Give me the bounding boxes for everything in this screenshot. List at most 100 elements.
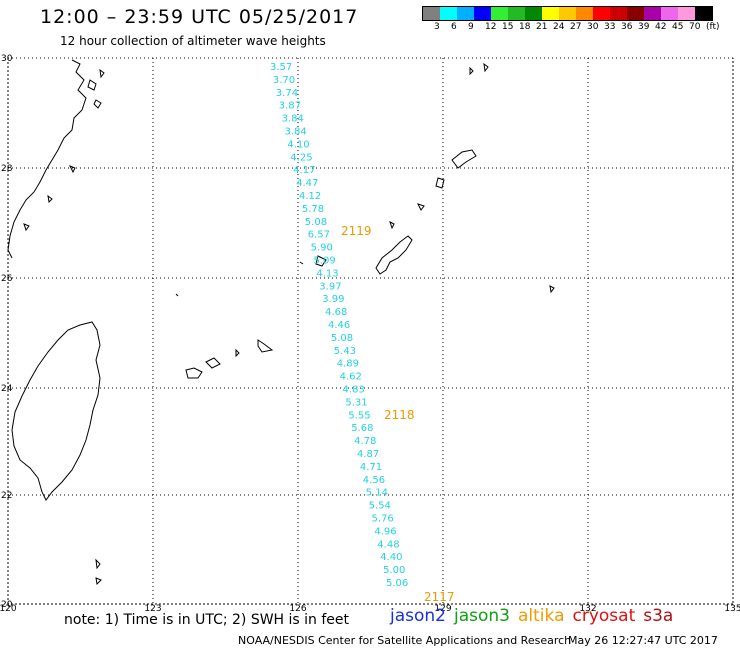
wave-height-value: 4.46 (328, 320, 350, 331)
pass-number-label: 2119 (341, 224, 372, 238)
legend-swatch (440, 7, 457, 20)
units-note: note: 1) Time is in UTC; 2) SWH is in fe… (64, 612, 350, 628)
wave-height-value: 4.68 (325, 307, 347, 318)
wave-height-value: 5.43 (334, 346, 356, 357)
longitude-label: 129 (434, 604, 451, 614)
latitude-label: 26 (1, 274, 13, 284)
wave-height-value: 3.87 (279, 101, 301, 112)
legend-swatch (644, 7, 661, 20)
wave-height-value: 5.00 (383, 565, 405, 576)
satellite-legend-altika: altika (518, 606, 565, 626)
longitude-label: 135 (724, 604, 740, 614)
legend-swatch (678, 7, 695, 20)
legend-swatch (610, 7, 627, 20)
wave-height-value: 5.76 (372, 514, 394, 525)
satellite-legend: jason2 jason3 altika cryosat s3a (390, 606, 681, 626)
wave-height-value: 5.08 (305, 217, 327, 228)
wave-height-value: 4.89 (337, 359, 359, 370)
wave-height-value: 4.10 (287, 139, 309, 150)
satellite-legend-s3a: s3a (643, 606, 674, 626)
wave-height-value: 4.56 (363, 475, 385, 486)
wave-height-value: 4.71 (360, 462, 382, 473)
legend-label: 15 (502, 22, 514, 32)
pass-number-labels: 2119 2118 2117 (341, 224, 455, 604)
china-coastline (7, 59, 87, 259)
legend-swatch (576, 7, 593, 20)
wave-height-value: 5.08 (331, 333, 353, 344)
satellite-legend-cryosat: cryosat (572, 606, 636, 626)
taiwan-coastline (11, 321, 101, 501)
longitude-label: 126 (289, 604, 306, 614)
wave-height-value: 3.99 (322, 294, 344, 305)
wave-height-value: 3.84 (282, 114, 304, 125)
latitude-label: 24 (1, 384, 13, 394)
longitude-label: 132 (579, 604, 596, 614)
wave-height-color-legend (422, 6, 713, 21)
small-islands (95, 261, 555, 586)
wave-height-value: 5.68 (351, 423, 373, 434)
latitude-label: 30 (1, 54, 13, 64)
wave-height-value: 3.74 (276, 88, 298, 99)
legend-swatch (474, 7, 491, 20)
legend-label: 39 (638, 22, 650, 32)
wave-height-value: 4.47 (296, 178, 318, 189)
legend-label: 42 (655, 22, 667, 32)
wave-height-values: 3.573.703.743.873.843.844.104.254.174.47… (270, 62, 408, 589)
pass-number-label: 2118 (384, 408, 415, 422)
wave-height-value: 5.55 (348, 410, 370, 421)
wave-height-value: 4.40 (380, 552, 402, 563)
legend-label: 6 (451, 22, 457, 32)
legend-label: 24 (553, 22, 565, 32)
legend-label: 21 (536, 22, 548, 32)
latitude-label: 22 (1, 491, 12, 501)
wave-height-value: 4.78 (354, 436, 376, 447)
legend-label: 9 (468, 22, 474, 32)
wave-height-legend-labels: 3 6 9 12 15 18 21 24 27 30 33 36 39 42 45 70 (ft) (422, 22, 740, 34)
wave-height-value: 5.78 (302, 204, 324, 215)
legend-swatch (525, 7, 542, 20)
legend-label: 36 (621, 22, 633, 32)
wave-height-value: 3.57 (270, 62, 292, 73)
legend-label: 45 (672, 22, 684, 32)
wave-height-value: 5.14 (366, 488, 388, 499)
legend-swatch (542, 7, 559, 20)
sakishima-islands (185, 339, 274, 379)
legend-label: 3 (434, 22, 440, 32)
credit-text: NOAA/NESDIS Center for Satellite Applica… (238, 634, 572, 647)
wave-height-value: 4.17 (293, 165, 315, 176)
wave-height-value: 3.70 (273, 75, 295, 86)
wave-height-value: 5.09 (314, 256, 336, 267)
wave-height-value: 6.57 (308, 230, 330, 241)
legend-label: 27 (570, 22, 582, 32)
legend-label: 33 (604, 22, 616, 32)
wave-height-value: 4.62 (340, 372, 362, 383)
latitude-label: 20 (1, 600, 13, 610)
map-frame (7, 57, 734, 605)
legend-swatch (627, 7, 644, 20)
legend-label: 30 (587, 22, 599, 32)
timestamp-text: May 26 12:27:47 UTC 2017 (568, 634, 718, 647)
wave-height-value: 4.96 (374, 526, 396, 537)
wave-height-value: 4.83 (343, 385, 365, 396)
legend-swatch (593, 7, 610, 20)
wave-height-value: 4.12 (299, 191, 321, 202)
wave-height-value: 5.90 (311, 243, 333, 254)
legend-swatch (491, 7, 508, 20)
pass-number-label: 2117 (424, 590, 455, 604)
wave-height-value: 4.13 (316, 268, 338, 279)
legend-swatch (508, 7, 525, 20)
legend-label: (ft) (706, 22, 720, 32)
wave-height-value: 5.06 (386, 578, 408, 589)
legend-swatch (559, 7, 576, 20)
longitude-label: 120 (0, 604, 17, 614)
map-title: 12:00 – 23:59 UTC 05/25/2017 (40, 6, 359, 28)
lat-lon-grid (7, 57, 734, 605)
wave-height-value: 3.97 (319, 281, 341, 292)
wave-height-value: 4.25 (290, 152, 312, 163)
ryukyu-islands (315, 62, 489, 267)
map-subtitle: 12 hour collection of altimeter wave hei… (60, 34, 326, 48)
wave-height-value: 5.31 (345, 397, 367, 408)
legend-label: 18 (519, 22, 531, 32)
